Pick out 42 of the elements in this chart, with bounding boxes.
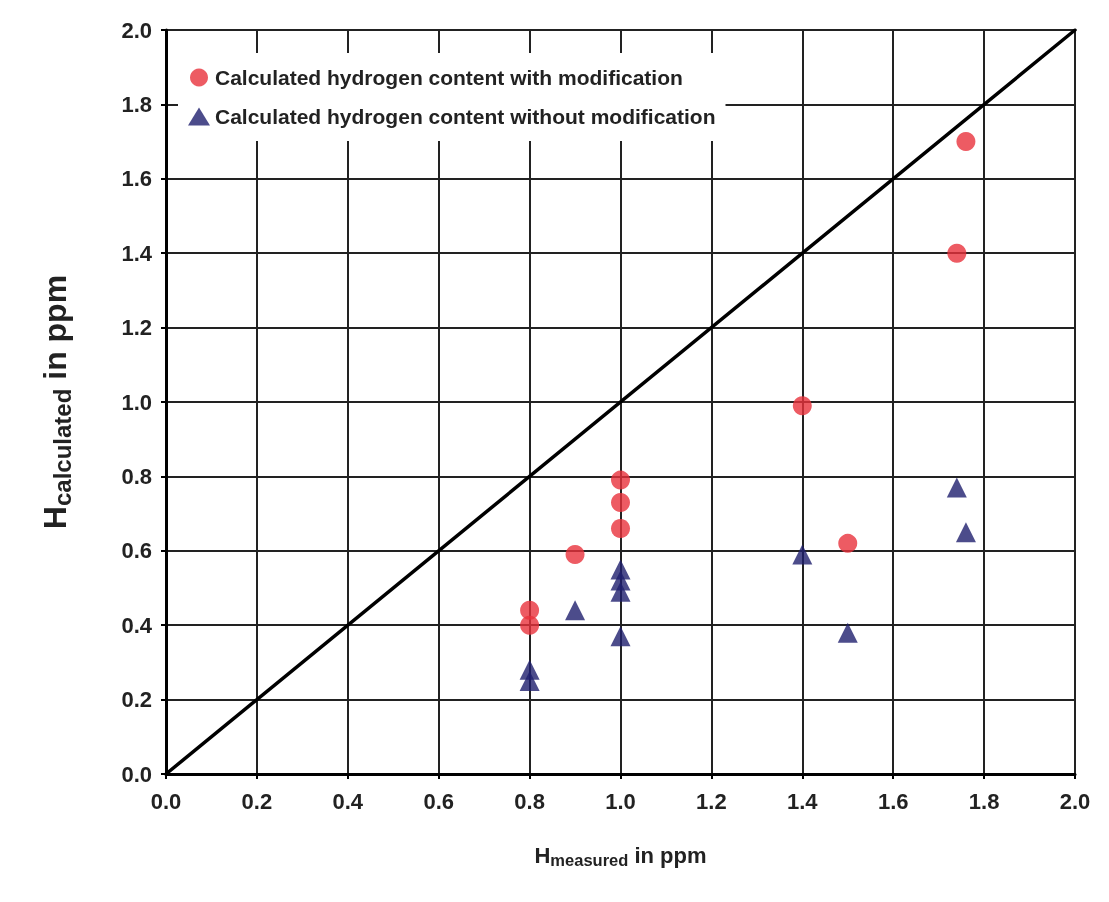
y-tick-label: 0.6 [121,538,152,564]
x-tick-label: 1.2 [696,788,727,814]
point [565,600,586,621]
y-tick-label: 2.0 [121,17,152,43]
x-tick-label: 2.0 [1059,788,1091,814]
y-tick-label: 0.4 [121,612,153,638]
point [519,671,540,691]
legend-label: Calculated hydrogen content with modification [215,66,683,89]
point [946,477,967,498]
y-tick-label: 1.4 [121,240,153,266]
x-tick-label: 0.0 [150,788,182,814]
point [520,615,540,635]
point [611,492,630,512]
y-tick-label: 1.6 [121,166,152,192]
x-tick-label: 1.0 [605,788,636,814]
y-axis-title: Hcalculated in ppm [36,274,76,530]
y-tick-label: 1.8 [121,91,152,117]
x-tick-label: 0.4 [332,788,364,814]
x-tick-label: 0.8 [514,788,545,814]
legend-label: Calculated hydrogen content without modification [215,105,716,128]
point [837,622,858,643]
point [955,522,976,543]
y-tick-label: 1.2 [121,315,152,341]
point [610,626,631,647]
x-tick-label: 0.6 [423,788,454,814]
point [611,518,630,538]
y-tick-label: 0.8 [121,463,152,489]
y-tick-label: 1.0 [121,389,152,415]
point [792,544,813,565]
x-tick-label: 1.6 [877,788,909,814]
point [838,533,858,553]
point [610,581,631,602]
point [611,470,630,490]
point [947,243,967,263]
x-tick-label: 1.4 [787,788,819,814]
x-tick-label: 0.2 [241,788,273,814]
x-tick-label: 1.8 [968,788,1000,814]
point [792,396,812,416]
y-tick-label: 0.2 [121,687,152,713]
point [956,132,976,152]
y-tick-label: 0.0 [121,761,152,787]
point [565,545,585,565]
